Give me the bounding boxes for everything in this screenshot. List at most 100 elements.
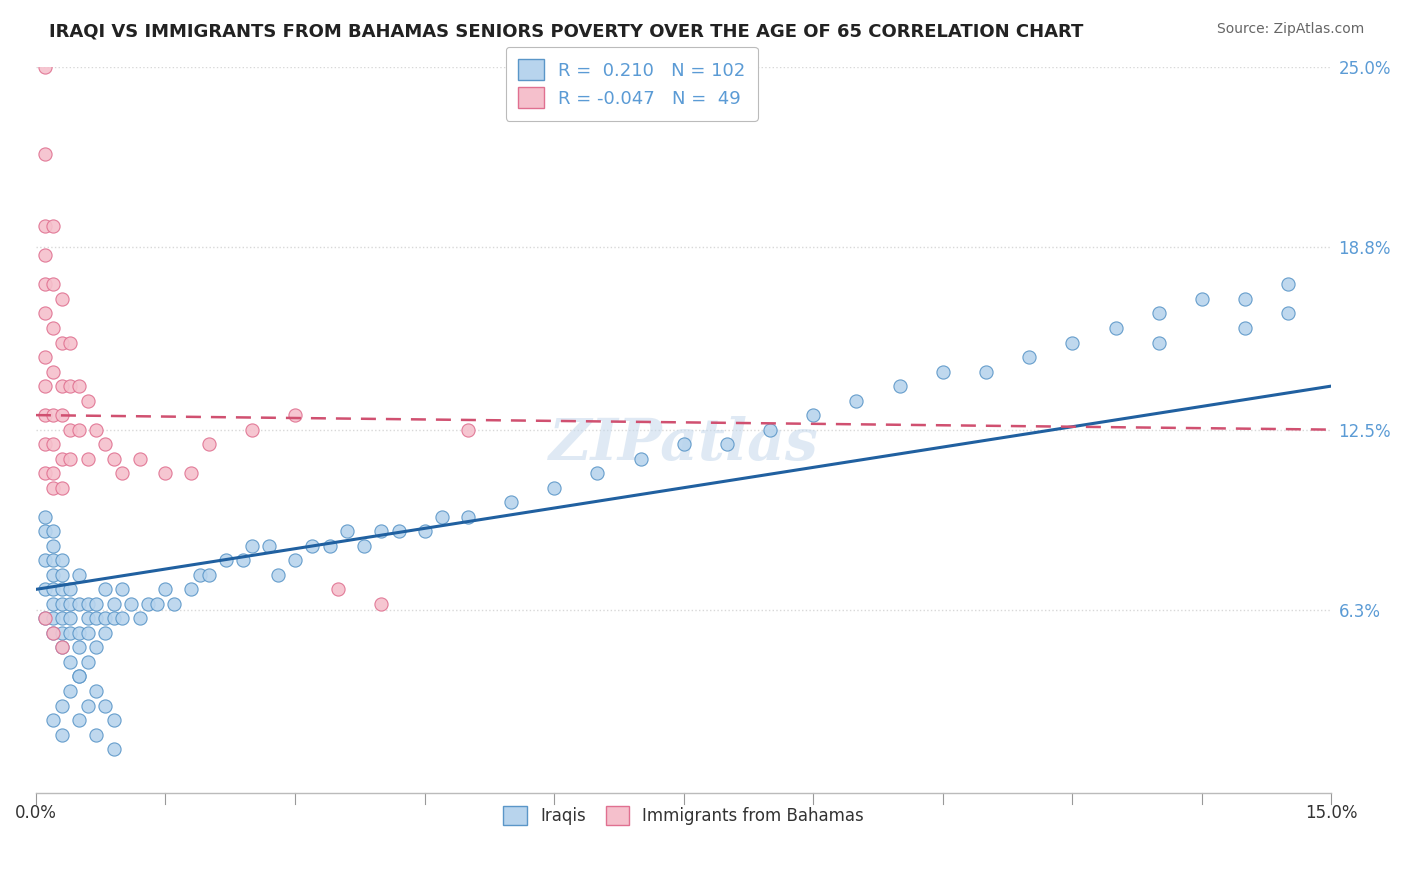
Point — [76, 597, 98, 611]
Point — [180, 582, 202, 597]
Point — [94, 582, 117, 597]
Point — [111, 582, 134, 597]
Point — [42, 466, 65, 480]
Point — [67, 713, 90, 727]
Point — [51, 728, 73, 742]
Point — [1018, 350, 1040, 364]
Point — [67, 597, 90, 611]
Point — [42, 365, 65, 379]
Point — [34, 277, 56, 292]
Point — [76, 611, 98, 625]
Point — [328, 582, 350, 597]
Point — [34, 524, 56, 539]
Point — [94, 611, 117, 625]
Point — [42, 582, 65, 597]
Point — [59, 451, 82, 466]
Point — [67, 626, 90, 640]
Point — [42, 567, 65, 582]
Point — [318, 539, 340, 553]
Point — [163, 597, 186, 611]
Point — [51, 379, 73, 393]
Point — [34, 408, 56, 422]
Point — [42, 713, 65, 727]
Point — [94, 698, 117, 713]
Point — [42, 408, 65, 422]
Point — [51, 481, 73, 495]
Point — [672, 437, 695, 451]
Text: IRAQI VS IMMIGRANTS FROM BAHAMAS SENIORS POVERTY OVER THE AGE OF 65 CORRELATION : IRAQI VS IMMIGRANTS FROM BAHAMAS SENIORS… — [49, 22, 1084, 40]
Point — [51, 611, 73, 625]
Point — [86, 423, 108, 437]
Point — [284, 408, 307, 422]
Point — [889, 379, 911, 393]
Point — [128, 611, 150, 625]
Point — [155, 582, 177, 597]
Point — [51, 597, 73, 611]
Point — [1234, 321, 1257, 335]
Point — [845, 393, 868, 408]
Point — [51, 335, 73, 350]
Point — [111, 611, 134, 625]
Point — [34, 611, 56, 625]
Point — [86, 728, 108, 742]
Point — [128, 451, 150, 466]
Point — [42, 219, 65, 234]
Point — [42, 524, 65, 539]
Point — [197, 567, 219, 582]
Point — [59, 582, 82, 597]
Legend: Iraqis, Immigrants from Bahamas: Iraqis, Immigrants from Bahamas — [494, 796, 875, 835]
Point — [76, 655, 98, 669]
Point — [543, 481, 565, 495]
Point — [86, 597, 108, 611]
Point — [42, 626, 65, 640]
Point — [67, 640, 90, 655]
Point — [974, 365, 997, 379]
Point — [1147, 306, 1170, 320]
Point — [197, 437, 219, 451]
Point — [51, 698, 73, 713]
Point — [457, 423, 479, 437]
Point — [1062, 335, 1084, 350]
Point — [42, 321, 65, 335]
Point — [111, 466, 134, 480]
Point — [34, 437, 56, 451]
Point — [34, 306, 56, 320]
Point — [34, 146, 56, 161]
Point — [759, 423, 782, 437]
Point — [801, 408, 824, 422]
Point — [103, 611, 125, 625]
Point — [103, 713, 125, 727]
Point — [59, 611, 82, 625]
Point — [457, 509, 479, 524]
Point — [94, 437, 117, 451]
Point — [67, 669, 90, 683]
Point — [155, 466, 177, 480]
Point — [34, 248, 56, 262]
Point — [42, 626, 65, 640]
Point — [42, 553, 65, 567]
Point — [86, 640, 108, 655]
Point — [240, 539, 263, 553]
Point — [59, 684, 82, 698]
Text: Source: ZipAtlas.com: Source: ZipAtlas.com — [1216, 22, 1364, 37]
Point — [1277, 306, 1299, 320]
Point — [42, 277, 65, 292]
Point — [51, 567, 73, 582]
Point — [586, 466, 609, 480]
Point — [76, 626, 98, 640]
Point — [76, 393, 98, 408]
Point — [120, 597, 142, 611]
Point — [1234, 292, 1257, 306]
Point — [388, 524, 411, 539]
Point — [267, 567, 290, 582]
Point — [67, 379, 90, 393]
Point — [34, 582, 56, 597]
Point — [51, 553, 73, 567]
Point — [370, 524, 392, 539]
Point — [353, 539, 375, 553]
Point — [284, 553, 307, 567]
Point — [932, 365, 955, 379]
Point — [94, 626, 117, 640]
Point — [34, 219, 56, 234]
Point — [232, 553, 254, 567]
